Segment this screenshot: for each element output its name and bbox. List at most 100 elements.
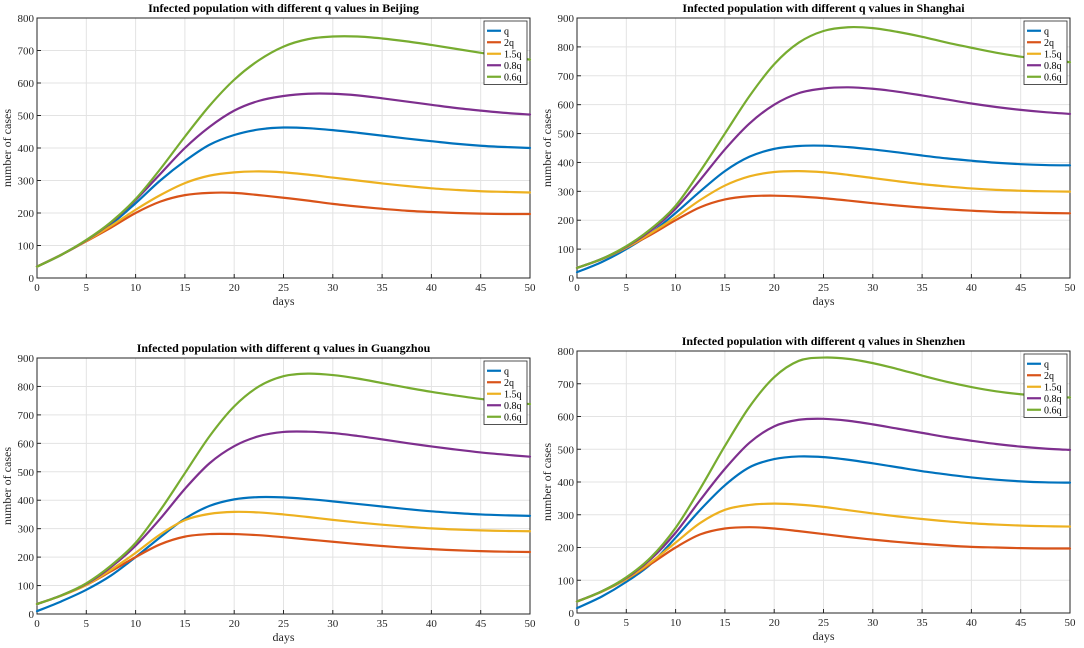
chart-0-series-line-0.6q bbox=[35, 35, 532, 268]
chart-3-x-axis-label: days bbox=[813, 629, 835, 643]
chart-1-series-line-0.6q bbox=[575, 25, 1072, 269]
chart-0-y-tick-label: 300 bbox=[18, 176, 35, 188]
chart-2-y-tick-label: 700 bbox=[18, 410, 35, 422]
chart-3-y-axis-label: number of cases bbox=[542, 443, 554, 521]
chart-1-y-tick-label: 900 bbox=[558, 13, 575, 25]
chart-2-legend-label: 0.6q bbox=[504, 412, 522, 423]
chart-3-y-tick-label: 100 bbox=[558, 575, 575, 587]
chart-2-y-tick-label: 100 bbox=[18, 581, 35, 593]
chart-1-series-line-2q bbox=[575, 194, 1072, 269]
chart-0-x-tick-label: 0 bbox=[34, 282, 40, 294]
chart-3-series-line-1.5q bbox=[575, 502, 1072, 603]
chart-1-x-tick-label: 15 bbox=[719, 282, 731, 294]
chart-3-x-tick-label: 50 bbox=[1065, 617, 1077, 629]
chart-3-x-tick-label: 25 bbox=[818, 617, 830, 629]
chart-3-y-tick-label: 300 bbox=[558, 510, 575, 522]
chart-2-x-tick-label: 25 bbox=[278, 618, 290, 630]
chart-0-series-line-q bbox=[35, 126, 532, 268]
chart-2-series-line-2q bbox=[35, 532, 532, 606]
chart-0-legend-label: 1.5q bbox=[504, 49, 522, 60]
chart-1-y-tick-label: 400 bbox=[558, 157, 575, 169]
chart-3-y-tick-label: 0 bbox=[569, 608, 575, 620]
chart-0-y-tick-label: 200 bbox=[18, 208, 35, 220]
chart-0-legend-label: q bbox=[504, 26, 509, 37]
chart-0-legend-label: 2q bbox=[504, 38, 514, 49]
chart-0-y-tick-label: 400 bbox=[18, 143, 35, 155]
chart-2-x-tick-label: 15 bbox=[179, 618, 191, 630]
chart-0-x-tick-label: 35 bbox=[377, 282, 389, 294]
chart-3-legend-label: 0.8q bbox=[1044, 394, 1062, 405]
chart-0-y-tick-label: 600 bbox=[18, 78, 35, 90]
chart-0-x-tick-label: 10 bbox=[130, 282, 142, 294]
chart-2-x-axis-label: days bbox=[273, 630, 295, 644]
chart-3-series-line-0.8q bbox=[575, 417, 1072, 603]
chart-2-x-tick-label: 20 bbox=[229, 618, 241, 630]
chart-1-legend-label: q bbox=[1044, 26, 1049, 37]
chart-2-x-tick-label: 45 bbox=[475, 618, 487, 630]
chart-0-y-tick-label: 700 bbox=[18, 46, 35, 58]
chart-0-x-tick-label: 45 bbox=[475, 282, 487, 294]
chart-0-y-tick-label: 800 bbox=[18, 13, 35, 25]
chart-1-y-tick-label: 0 bbox=[569, 273, 575, 285]
chart-0-y-axis-label: number of cases bbox=[0, 109, 14, 187]
chart-0-series-line-1.5q bbox=[35, 170, 532, 268]
chart-2-legend-label: q bbox=[504, 366, 509, 377]
chart-3-y-tick-label: 600 bbox=[558, 412, 575, 424]
chart-shanghai: 0 5 10 15 20 25 30 35 40 45 5001002003004005006007… bbox=[542, 1, 1076, 308]
chart-0-x-tick-label: 5 bbox=[84, 282, 90, 294]
chart-0-x-tick-label: 20 bbox=[229, 282, 241, 294]
chart-1-series-line-0.8q bbox=[575, 86, 1072, 269]
chart-3-series-line-2q bbox=[575, 526, 1072, 603]
chart-3-x-tick-label: 40 bbox=[966, 617, 978, 629]
chart-1-x-tick-label: 45 bbox=[1015, 282, 1026, 294]
chart-1-y-tick-label: 800 bbox=[558, 42, 575, 54]
chart-0-legend-label: 0.8q bbox=[504, 61, 522, 72]
chart-2-x-tick-label: 30 bbox=[327, 618, 339, 630]
chart-1-legend-label: 2q bbox=[1044, 38, 1054, 49]
chart-3-legend-label: 1.5q bbox=[1044, 382, 1062, 393]
chart-0-x-axis-label: days bbox=[273, 294, 295, 308]
chart-2-x-tick-label: 35 bbox=[377, 618, 389, 630]
chart-3-legend-label: 0.6q bbox=[1044, 405, 1062, 416]
chart-1-x-tick-label: 5 bbox=[624, 282, 630, 294]
chart-1-series-line-1.5q bbox=[575, 169, 1072, 269]
chart-1-x-tick-label: 35 bbox=[917, 282, 929, 294]
chart-2-y-tick-label: 400 bbox=[18, 495, 35, 507]
chart-1-x-tick-label: 40 bbox=[966, 282, 978, 294]
chart-2-y-tick-label: 500 bbox=[18, 467, 35, 479]
chart-3-x-tick-label: 0 bbox=[574, 617, 580, 629]
chart-1-x-tick-label: 25 bbox=[818, 282, 830, 294]
chart-2-y-tick-label: 200 bbox=[18, 552, 35, 564]
chart-2-y-tick-label: 300 bbox=[18, 524, 35, 536]
chart-0-x-tick-label: 15 bbox=[179, 282, 191, 294]
chart-1-legend-label: 0.6q bbox=[1044, 72, 1062, 83]
chart-2-y-tick-label: 800 bbox=[18, 381, 35, 393]
chart-1-y-tick-label: 200 bbox=[558, 215, 575, 227]
chart-3-legend-label: 2q bbox=[1044, 371, 1054, 382]
chart-3-x-tick-label: 45 bbox=[1015, 617, 1026, 629]
chart-0-y-tick-label: 100 bbox=[18, 241, 35, 253]
chart-2-series-line-q bbox=[35, 495, 532, 613]
chart-1-title: Infected population with different q val… bbox=[682, 1, 965, 15]
chart-2-x-tick-label: 5 bbox=[84, 618, 90, 630]
chart-1-y-tick-label: 500 bbox=[558, 129, 575, 141]
chart-guangzhou: 0 5 10 15 20 25 30 35 40 45 5001002003004005006007… bbox=[0, 341, 537, 644]
chart-3-series-line-0.6q bbox=[575, 356, 1072, 603]
chart-2-x-tick-label: 50 bbox=[525, 618, 537, 630]
chart-2-legend-label: 2q bbox=[504, 378, 514, 389]
chart-0-x-tick-label: 50 bbox=[525, 282, 537, 294]
chart-3-x-tick-label: 15 bbox=[719, 617, 731, 629]
chart-3-x-tick-label: 20 bbox=[769, 617, 781, 629]
chart-0-y-tick-label: 500 bbox=[18, 111, 35, 123]
chart-1-legend-label: 1.5q bbox=[1044, 49, 1062, 60]
chart-1-y-tick-label: 600 bbox=[558, 100, 575, 112]
chart-3-x-tick-label: 30 bbox=[867, 617, 879, 629]
chart-0-title: Infected population with different q val… bbox=[148, 1, 419, 15]
chart-2-y-tick-label: 0 bbox=[29, 609, 35, 621]
chart-1-y-tick-label: 700 bbox=[558, 71, 575, 83]
chart-shenzhen: 0 5 10 15 20 25 30 35 40 45 5001002003004005006007… bbox=[542, 334, 1077, 643]
chart-0-x-tick-label: 40 bbox=[426, 282, 438, 294]
chart-1-x-tick-label: 10 bbox=[670, 282, 682, 294]
chart-0-y-tick-label: 0 bbox=[29, 273, 35, 285]
